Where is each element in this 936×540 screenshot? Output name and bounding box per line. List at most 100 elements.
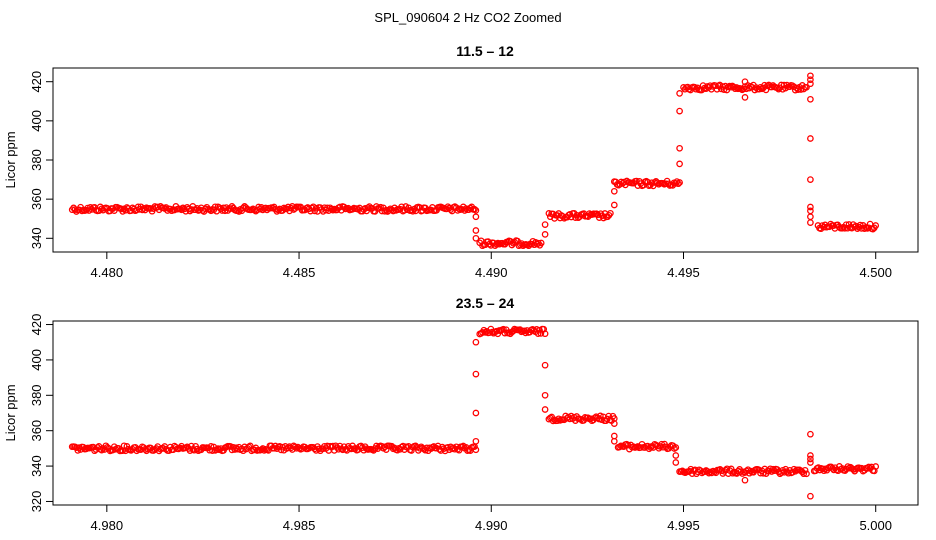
data-point — [800, 470, 808, 478]
data-point — [676, 160, 683, 168]
data-point — [861, 225, 868, 232]
x-tick-label: 4.480 — [91, 265, 124, 280]
data-point — [541, 361, 549, 369]
data-point — [291, 443, 299, 451]
x-tick-label: 4.490 — [475, 265, 508, 280]
figure-title: SPL_090604 2 Hz CO2 Zoomed — [374, 10, 561, 25]
data-point — [863, 465, 871, 472]
data-point — [607, 209, 614, 217]
data-point — [260, 447, 268, 454]
plot-frame — [52, 320, 919, 506]
data-point — [729, 469, 736, 477]
data-point — [807, 452, 814, 459]
data-point — [98, 446, 106, 454]
data-point — [616, 443, 623, 451]
y-tick-label: 380 — [29, 149, 44, 171]
data-point — [377, 203, 384, 211]
data-point — [712, 82, 719, 90]
data-point — [472, 227, 480, 234]
x-tick-label: 4.985 — [283, 518, 316, 533]
y-tick-label: 340 — [29, 227, 44, 249]
data-point — [676, 179, 683, 186]
data-point — [471, 205, 478, 213]
data-point — [534, 330, 542, 337]
y-axis-label: Licor ppm — [3, 131, 18, 188]
data-point — [801, 466, 809, 474]
data-point — [807, 176, 814, 183]
data-point — [803, 470, 810, 478]
data-point — [849, 466, 857, 473]
data-point — [472, 338, 480, 346]
data-point — [329, 442, 337, 450]
data-point — [537, 239, 545, 247]
data-point — [672, 459, 680, 466]
data-point — [807, 95, 814, 103]
x-axis: 4.980 4.985 4.990 4.995 5.000 — [91, 505, 892, 533]
data-point — [741, 476, 749, 484]
data-point — [807, 135, 814, 142]
data-point — [672, 452, 680, 459]
data-point — [844, 224, 851, 232]
data-point — [472, 213, 480, 221]
data-point — [165, 447, 173, 454]
data-point — [769, 465, 777, 473]
x-axis: 4.480 4.485 4.490 4.495 4.500 — [91, 252, 892, 280]
data-point — [472, 207, 480, 214]
y-tick-label: 420 — [29, 314, 44, 336]
panel-bottom: 23.5 – 24 Licor ppm 4.980 4.985 4.990 4.995… — [3, 295, 919, 533]
data-point — [505, 329, 513, 336]
data-point — [807, 219, 814, 226]
data-point — [545, 210, 553, 217]
data-point — [541, 330, 549, 338]
x-tick-label: 4.990 — [475, 518, 508, 533]
data-point — [803, 83, 810, 91]
data-point — [541, 221, 549, 228]
data-point — [780, 468, 788, 476]
y-tick-label: 400 — [29, 349, 44, 371]
data-point — [807, 207, 814, 215]
data-point — [610, 432, 618, 440]
data-point — [472, 409, 480, 417]
data-point — [741, 94, 749, 101]
data-series — [68, 72, 880, 250]
data-point — [454, 207, 462, 214]
data-point — [472, 234, 480, 242]
data-point — [336, 203, 344, 211]
data-point — [762, 86, 770, 94]
data-point — [549, 417, 557, 425]
y-tick-label: 400 — [29, 110, 44, 132]
panel-title: 11.5 – 12 — [456, 43, 514, 59]
data-point — [610, 420, 618, 427]
y-tick-label: 340 — [29, 455, 44, 477]
y-tick-label: 420 — [29, 71, 44, 93]
y-tick-label: 360 — [29, 420, 44, 442]
x-tick-label: 4.980 — [91, 518, 124, 533]
plot-frame — [52, 67, 919, 253]
data-point — [807, 76, 814, 84]
data-point — [500, 325, 507, 333]
data-point — [807, 430, 814, 438]
data-point — [335, 445, 342, 453]
data-series — [68, 325, 880, 500]
data-point — [207, 443, 215, 450]
data-point — [793, 84, 801, 92]
x-tick-label: 5.000 — [859, 518, 892, 533]
data-point — [856, 221, 864, 229]
data-point — [541, 406, 549, 413]
data-point — [676, 107, 683, 115]
x-tick-label: 4.995 — [667, 518, 700, 533]
data-point — [541, 391, 549, 399]
data-point — [807, 459, 814, 466]
data-point — [865, 463, 873, 471]
data-point — [472, 437, 480, 445]
data-point — [807, 213, 814, 221]
data-point — [726, 82, 733, 90]
data-point — [807, 455, 814, 463]
data-point — [807, 72, 814, 80]
data-point — [676, 144, 683, 152]
data-point — [166, 205, 174, 213]
data-point — [741, 78, 749, 86]
data-point — [872, 222, 880, 229]
data-point — [239, 204, 247, 212]
